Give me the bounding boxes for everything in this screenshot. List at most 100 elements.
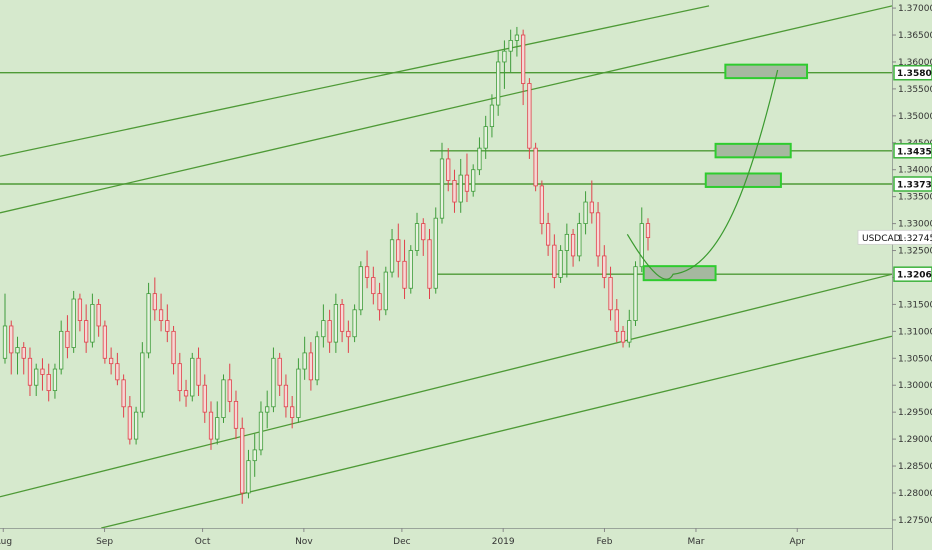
candle-body — [152, 293, 157, 311]
candle-body — [202, 384, 207, 413]
level-label-text: 1.32061 — [897, 271, 932, 281]
candle-body — [545, 223, 551, 246]
candle-body — [514, 34, 520, 41]
y-tick-label: 1.32500 — [898, 247, 932, 257]
symbol-name: USDCAD · — [862, 234, 906, 244]
candles — [2, 26, 651, 504]
candle-body — [90, 304, 95, 343]
candle-body — [527, 83, 532, 149]
candle-body — [496, 61, 501, 106]
trend-lines — [0, 5, 893, 529]
candle-body — [521, 34, 526, 84]
candle-body — [477, 147, 482, 171]
candle-body — [165, 320, 170, 332]
candle-body — [277, 357, 282, 386]
candle-body — [102, 325, 108, 359]
candle-body — [402, 260, 407, 289]
candle-body — [439, 158, 445, 219]
candle-body — [190, 357, 195, 397]
y-tick-label: 1.33000 — [898, 220, 932, 230]
candle-body — [177, 363, 182, 392]
candle-body — [252, 449, 257, 462]
x-axis-ticks: Aug Sep Oct Nov Dec 2019 Feb Mar Apr — [0, 528, 805, 547]
target-box — [724, 63, 809, 80]
candle-body — [15, 347, 20, 354]
candle-body — [458, 174, 463, 203]
y-tick-label: 1.31000 — [898, 327, 932, 337]
candle-body — [196, 357, 201, 386]
y-tick-label: 1.28000 — [898, 489, 932, 499]
candle-body — [614, 309, 619, 332]
candle-body — [452, 180, 457, 203]
candle-body — [215, 417, 220, 440]
candle-body — [346, 330, 351, 338]
x-tick-label: Oct — [195, 537, 211, 547]
candle-body — [533, 147, 538, 187]
candle-body — [489, 104, 495, 128]
y-tick-label: 1.35500 — [898, 85, 932, 95]
target-box — [714, 142, 792, 159]
level-label-text: 1.33735 — [897, 180, 932, 190]
y-tick-label: 1.27500 — [898, 516, 932, 526]
candle-body — [158, 309, 164, 321]
y-tick-label: 1.37000 — [898, 4, 932, 14]
level-label-text: 1.35800 — [897, 69, 932, 79]
x-tick-label: Dec — [393, 537, 410, 547]
candle-body — [608, 277, 613, 311]
candle-body — [383, 271, 388, 311]
candle-body — [371, 277, 376, 295]
y-tick-label: 1.35000 — [898, 112, 932, 122]
candle-body — [208, 411, 214, 440]
candle-body — [508, 40, 513, 52]
candle-body — [9, 325, 14, 354]
symbol-label: USDCAD ·1.32745 — [857, 229, 932, 245]
y-tick-label: 1.31500 — [898, 300, 932, 310]
candle-body — [146, 293, 151, 354]
candle-body — [283, 384, 289, 408]
candle-body — [296, 368, 301, 418]
candle-body — [121, 379, 126, 408]
y-tick-label: 1.36500 — [898, 31, 932, 41]
candle-body — [321, 320, 326, 338]
candle-body — [471, 169, 476, 192]
candle-body — [358, 266, 363, 311]
candle-body — [77, 298, 83, 321]
candle-body — [645, 223, 651, 239]
candle-body — [502, 50, 507, 63]
candle-body — [240, 427, 245, 494]
candle-body — [539, 185, 544, 224]
candle-body — [233, 400, 239, 429]
candle-body — [602, 255, 607, 278]
channel-line — [0, 5, 710, 157]
x-tick-label: Sep — [96, 537, 113, 547]
candle-body — [65, 330, 70, 348]
candle-body — [127, 406, 132, 440]
candle-body — [302, 352, 307, 370]
candle-body — [183, 390, 189, 397]
candle-body — [221, 379, 226, 418]
symbol-label-box — [857, 229, 932, 245]
level-label-box — [893, 176, 932, 192]
candle-body — [52, 368, 58, 392]
candle-body — [408, 250, 413, 289]
y-tick-label: 1.34000 — [898, 166, 932, 176]
candle-body — [639, 223, 644, 268]
candle-body — [2, 325, 8, 359]
candle-body — [414, 223, 420, 251]
candle-body — [59, 330, 64, 370]
candle-body — [140, 352, 145, 413]
candle-body — [352, 309, 357, 338]
candle-body — [109, 357, 114, 365]
candle-body — [333, 304, 338, 343]
candle-body — [258, 411, 264, 451]
channel-line — [101, 335, 893, 529]
candle-body — [339, 304, 345, 332]
candle-body — [227, 379, 232, 402]
candle-body — [171, 330, 176, 365]
candle-body — [552, 244, 557, 278]
x-tick-label: Aug — [0, 537, 12, 547]
candle-body — [627, 320, 632, 343]
y-tick-label: 1.30000 — [898, 381, 932, 391]
